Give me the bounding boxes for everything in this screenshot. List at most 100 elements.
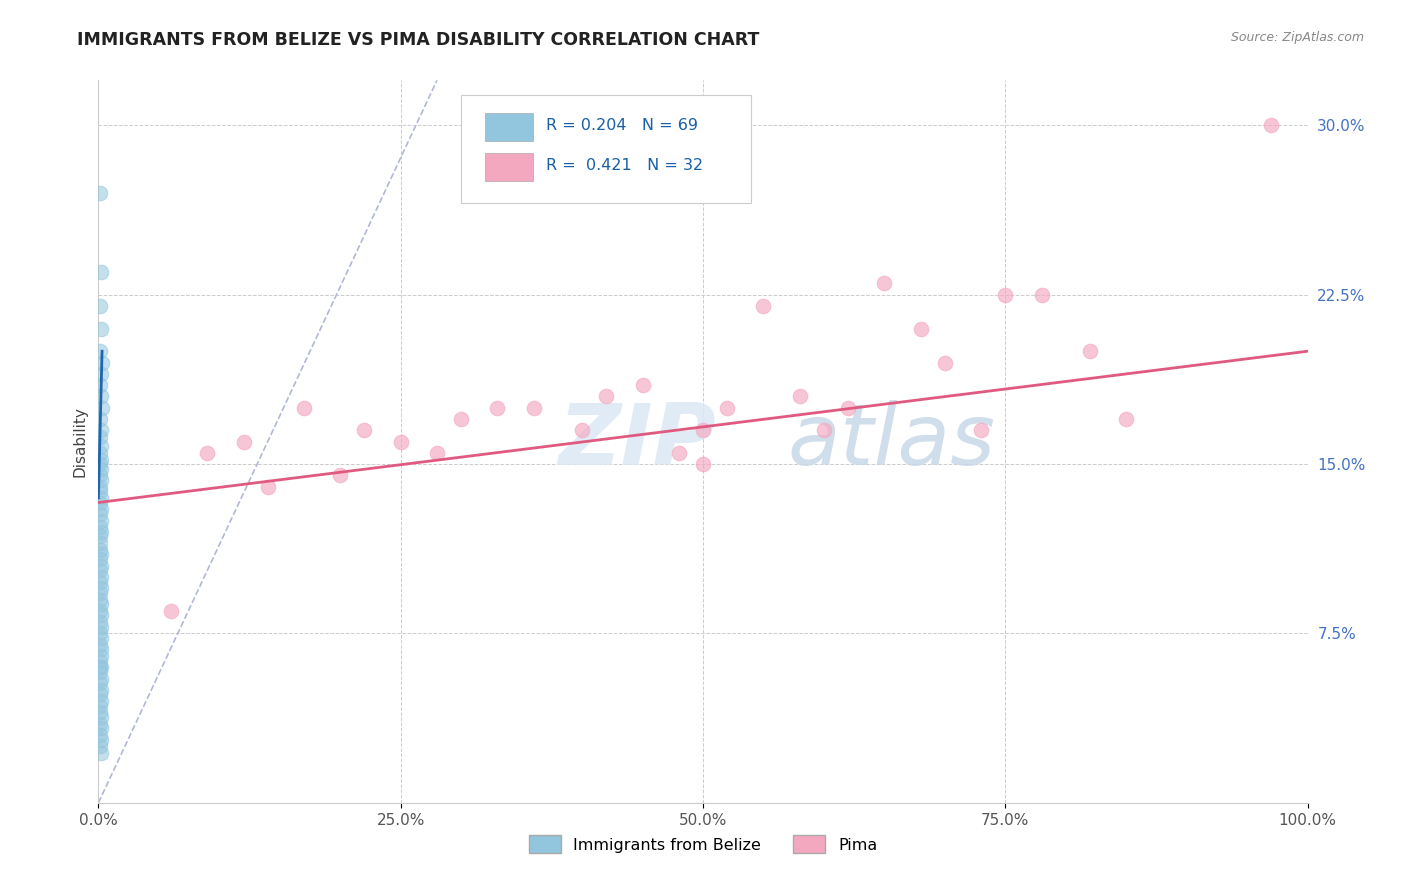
Point [89, 480, 111, 494]
Point [90, 265, 112, 279]
Point [195, 446, 218, 460]
Point [789, 389, 811, 403]
Legend: Immigrants from Belize, Pima: Immigrants from Belize, Pima [523, 829, 883, 860]
Point [91, 355, 114, 369]
Point [970, 423, 993, 437]
Point [89, 654, 111, 668]
Point [292, 401, 315, 415]
Point [89, 468, 111, 483]
Point [523, 401, 546, 415]
Point [90, 597, 112, 611]
Point [1078, 344, 1101, 359]
Point [90, 439, 112, 453]
Point [90, 491, 112, 505]
Point [90, 473, 112, 487]
Point [89, 706, 111, 720]
Point [1260, 119, 1282, 133]
Point [89, 626, 111, 640]
Point [994, 287, 1017, 301]
Point [692, 423, 714, 437]
Point [89, 615, 111, 630]
Point [873, 277, 896, 291]
Point [90, 620, 112, 634]
Point [571, 423, 593, 437]
Point [89, 507, 111, 521]
Point [353, 423, 375, 437]
Point [90, 502, 112, 516]
Point [89, 536, 111, 550]
Point [90, 570, 112, 584]
Point [89, 495, 111, 509]
Point [1115, 412, 1137, 426]
Point [90, 461, 112, 475]
Point [89, 638, 111, 652]
Point [90, 608, 112, 623]
Point [668, 446, 690, 460]
Point [329, 468, 352, 483]
Point [89, 676, 111, 690]
Point [813, 423, 835, 437]
Point [89, 529, 111, 543]
Point [89, 378, 111, 392]
Point [89, 604, 111, 618]
Point [716, 401, 738, 415]
Point [90, 452, 112, 467]
Point [89, 520, 111, 534]
Point [89, 586, 111, 600]
Point [90, 582, 112, 596]
Point [232, 434, 254, 449]
Point [90, 746, 112, 760]
Point [256, 480, 278, 494]
FancyBboxPatch shape [485, 153, 533, 181]
Point [89, 716, 111, 731]
Point [90, 524, 112, 539]
Point [90, 514, 112, 528]
Point [89, 563, 111, 577]
Point [90, 694, 112, 708]
Text: ZIP: ZIP [558, 400, 716, 483]
Point [89, 574, 111, 589]
FancyBboxPatch shape [461, 95, 751, 203]
Point [89, 299, 111, 313]
Point [389, 434, 412, 449]
Point [90, 732, 112, 747]
Text: IMMIGRANTS FROM BELIZE VS PIMA DISABILITY CORRELATION CHART: IMMIGRANTS FROM BELIZE VS PIMA DISABILIT… [77, 31, 759, 49]
Text: R =  0.421   N = 32: R = 0.421 N = 32 [546, 158, 703, 173]
Point [90, 321, 112, 335]
Point [90, 631, 112, 645]
Point [89, 665, 111, 679]
Point [910, 321, 932, 335]
Point [90, 672, 112, 686]
Point [90, 642, 112, 657]
Point [426, 446, 449, 460]
Point [90, 558, 112, 573]
Point [90, 367, 112, 381]
Point [90, 648, 112, 663]
FancyBboxPatch shape [485, 113, 533, 141]
Point [486, 401, 509, 415]
Point [631, 378, 654, 392]
Point [91, 401, 114, 415]
Point [89, 552, 111, 566]
Point [89, 446, 111, 460]
Point [90, 389, 112, 403]
Point [89, 698, 111, 713]
Point [837, 401, 859, 415]
Point [90, 548, 112, 562]
Point [90, 721, 112, 735]
Point [89, 592, 111, 607]
Point [89, 739, 111, 754]
Point [89, 542, 111, 557]
Point [89, 484, 111, 499]
Point [89, 457, 111, 471]
Point [89, 344, 111, 359]
Point [89, 687, 111, 701]
Point [89, 728, 111, 742]
Point [90, 660, 112, 674]
Point [1031, 287, 1053, 301]
Point [89, 186, 111, 201]
Point [89, 660, 111, 674]
Point [89, 412, 111, 426]
Point [160, 604, 183, 618]
Point [692, 457, 714, 471]
